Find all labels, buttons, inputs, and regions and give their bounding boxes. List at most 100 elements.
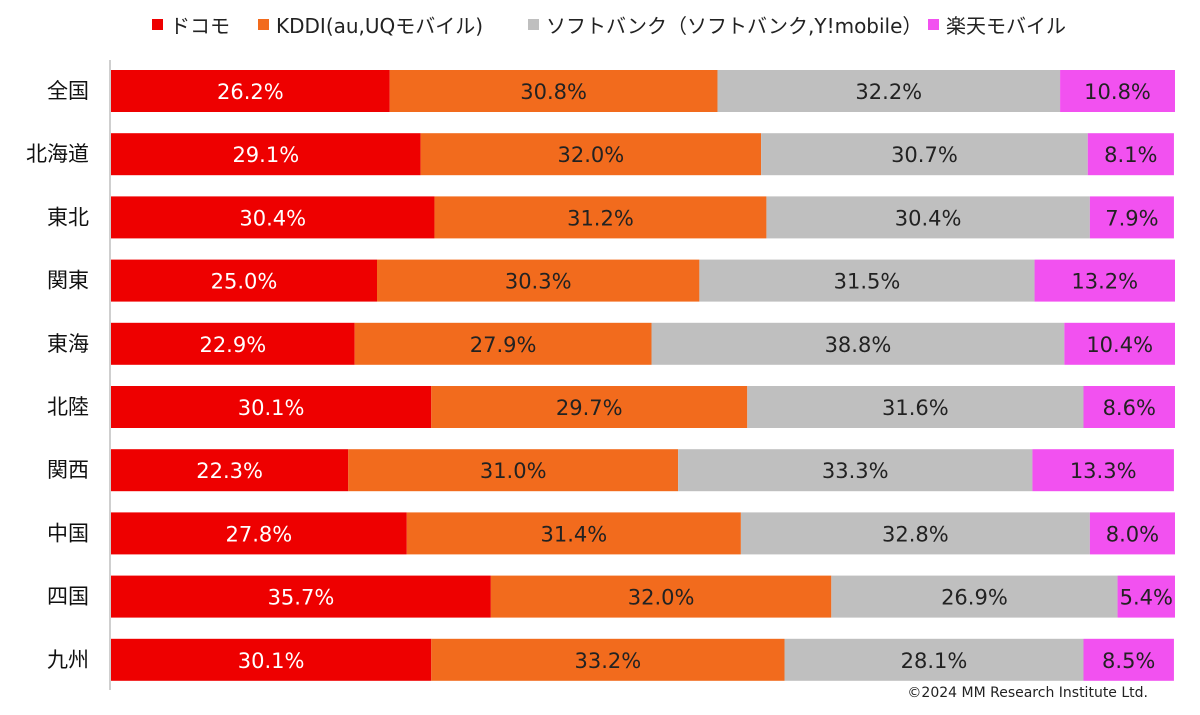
data-label: 26.9% xyxy=(941,586,1008,610)
bar-segment xyxy=(699,259,1035,302)
data-label: 33.3% xyxy=(822,459,889,483)
bar-segment xyxy=(348,449,679,492)
bar-segment xyxy=(717,70,1061,112)
bar-segment xyxy=(111,196,435,239)
data-label: 10.8% xyxy=(1084,80,1151,104)
category-label: 北陸 xyxy=(47,395,89,419)
data-label: 31.0% xyxy=(480,459,547,483)
bar-segment xyxy=(1089,196,1174,239)
category-label: 関西 xyxy=(47,458,89,482)
bar-segment xyxy=(111,259,377,302)
bar-segment xyxy=(490,575,832,618)
data-label: 29.7% xyxy=(556,396,623,420)
bar-segment xyxy=(747,386,1084,428)
bar-segment xyxy=(1117,575,1175,618)
data-label: 27.8% xyxy=(226,522,293,546)
data-label: 35.7% xyxy=(268,586,335,610)
bar-segment xyxy=(1083,638,1174,681)
legend-swatch-0 xyxy=(152,19,163,30)
data-label: 30.8% xyxy=(520,80,587,104)
category-label: 中国 xyxy=(47,521,89,545)
bar-segment xyxy=(111,575,491,618)
data-label: 28.1% xyxy=(901,649,968,673)
data-label: 13.2% xyxy=(1071,270,1138,294)
data-label: 5.4% xyxy=(1120,586,1173,610)
category-label: 全国 xyxy=(47,79,89,103)
bar-segment xyxy=(678,449,1033,492)
bar-segment xyxy=(406,512,741,555)
category-label: 九州 xyxy=(47,648,89,672)
data-label: 38.8% xyxy=(825,333,892,357)
data-label: 30.1% xyxy=(238,396,305,420)
data-label: 31.2% xyxy=(567,206,634,230)
legend-swatch-1 xyxy=(258,19,269,30)
data-label: 8.5% xyxy=(1102,649,1155,673)
data-label: 29.1% xyxy=(232,143,299,167)
bar-segment xyxy=(111,322,355,365)
data-label: 32.2% xyxy=(855,80,922,104)
data-label: 8.1% xyxy=(1104,143,1157,167)
data-label: 10.4% xyxy=(1086,333,1153,357)
bar-segment xyxy=(431,386,748,428)
bar-segment xyxy=(434,196,767,239)
bar-segment xyxy=(740,512,1090,555)
legend-swatch-3 xyxy=(928,19,939,30)
data-label: 30.4% xyxy=(239,206,306,230)
data-label: 30.1% xyxy=(238,649,305,673)
category-label: 北海道 xyxy=(26,142,89,166)
bar-segment xyxy=(111,512,407,555)
bar-segment xyxy=(111,638,432,681)
data-label: 32.0% xyxy=(558,143,625,167)
data-label: 32.8% xyxy=(882,522,949,546)
data-label: 33.2% xyxy=(575,649,642,673)
bar-segment xyxy=(420,133,762,176)
data-label: 8.0% xyxy=(1106,522,1159,546)
legend-label-3: 楽天モバイル xyxy=(946,14,1066,38)
bar-segment xyxy=(389,70,718,112)
bar-segment xyxy=(651,322,1065,365)
bars-area: 26.2% 30.8% 32.2% 10.8% 29.1% 32.0% 30.7% 8.1% 3… xyxy=(111,70,1175,681)
data-label: 30.7% xyxy=(891,143,958,167)
data-label: 7.9% xyxy=(1105,206,1158,230)
legend-label-2: ソフトバンク（ソフトバンク,Y!mobile） xyxy=(546,14,922,38)
bar-segment xyxy=(1060,70,1175,112)
bar-segment xyxy=(1083,386,1175,428)
legend-label-1: KDDI(au,UQモバイル) xyxy=(276,14,483,38)
bar-segment xyxy=(354,322,652,365)
bar-segment xyxy=(784,638,1084,681)
data-label: 31.4% xyxy=(540,522,607,546)
data-label: 27.9% xyxy=(470,333,537,357)
legend: ドコモ KDDI(au,UQモバイル) ソフトバンク（ソフトバンク,Y!mobile… xyxy=(152,14,1066,38)
bar-segment xyxy=(766,196,1090,239)
bar-segment xyxy=(377,259,700,302)
copyright-credit: ©2024 MM Research Institute Ltd. xyxy=(907,685,1148,701)
category-label: 四国 xyxy=(47,585,89,609)
data-label: 13.3% xyxy=(1070,459,1137,483)
bar-segment xyxy=(1087,133,1174,176)
bar-segment xyxy=(111,449,349,492)
bar-segment xyxy=(1032,449,1174,492)
bar-segment xyxy=(831,575,1118,618)
category-label: 東北 xyxy=(47,205,89,229)
data-label: 30.3% xyxy=(505,270,572,294)
data-label: 30.4% xyxy=(895,206,962,230)
data-label: 8.6% xyxy=(1103,396,1156,420)
bar-segment xyxy=(1064,322,1175,365)
legend-label-0: ドコモ xyxy=(170,14,230,38)
data-label: 32.0% xyxy=(628,586,695,610)
bar-segment xyxy=(431,638,785,681)
bar-segment xyxy=(1089,512,1175,555)
bar-segment xyxy=(761,133,1088,176)
data-label: 22.3% xyxy=(196,459,263,483)
category-label: 関東 xyxy=(47,269,89,293)
bar-segment xyxy=(111,386,432,428)
data-label: 31.6% xyxy=(882,396,949,420)
data-label: 22.9% xyxy=(199,333,266,357)
bar-segment xyxy=(111,133,421,176)
legend-swatch-2 xyxy=(528,19,539,30)
data-label: 25.0% xyxy=(211,270,278,294)
data-label: 31.5% xyxy=(834,270,901,294)
category-label: 東海 xyxy=(47,332,89,356)
